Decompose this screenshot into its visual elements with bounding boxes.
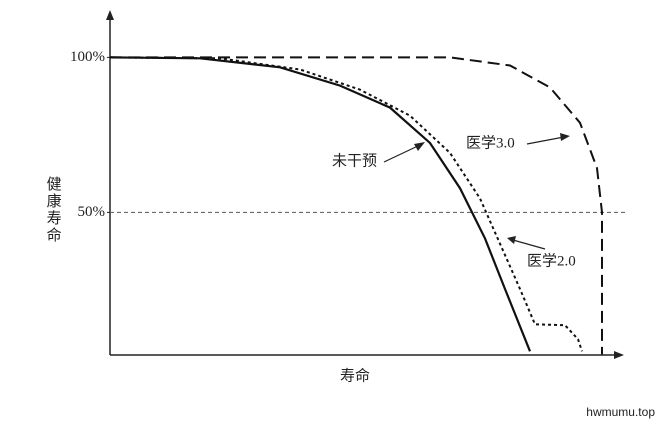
series-line	[110, 56, 603, 355]
series-label: 医学2.0	[527, 252, 576, 269]
x-axis-arrow	[614, 351, 624, 359]
annotation-arrow	[512, 239, 546, 250]
y-axis-arrow	[106, 10, 114, 20]
series-label: 未干预	[332, 152, 377, 169]
series-line	[109, 56, 532, 352]
y-tick-label: 50%	[78, 204, 106, 220]
y-tick-label: 100%	[70, 49, 105, 65]
annotation-arrow	[526, 136, 565, 145]
annotation-arrowhead	[414, 142, 425, 151]
y-axis-label: 健康寿命	[45, 176, 62, 244]
annotation-arrowhead	[560, 133, 570, 141]
annotation-arrow	[383, 144, 421, 163]
x-axis-label: 寿命	[340, 366, 370, 384]
watermark: hwmumu.top	[586, 405, 655, 419]
series-label: 医学3.0	[466, 134, 515, 151]
annotation-arrowhead	[507, 236, 516, 244]
